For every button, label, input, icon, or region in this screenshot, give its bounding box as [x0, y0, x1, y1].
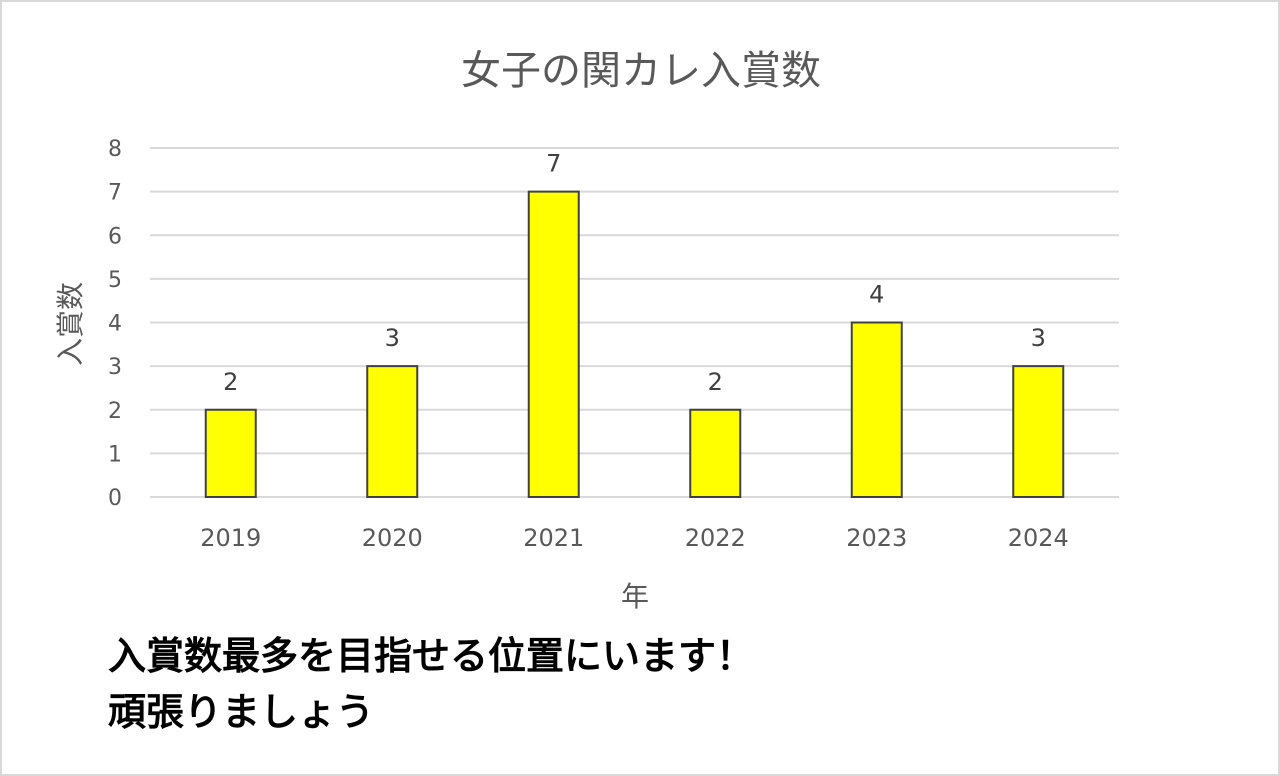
data-label: 2	[708, 368, 723, 396]
y-tick-label: 2	[108, 399, 122, 424]
x-tick-label: 2022	[685, 524, 746, 552]
y-tick-label: 1	[108, 442, 122, 467]
y-tick-label: 4	[108, 312, 122, 337]
y-tick-label: 0	[108, 486, 122, 511]
y-tick-label: 5	[108, 268, 122, 293]
bar-2024	[1012, 365, 1065, 498]
data-label: 7	[546, 150, 561, 178]
y-tick-label: 6	[108, 224, 122, 249]
bar-2019	[204, 408, 257, 498]
bars	[204, 190, 1065, 498]
y-tick-label: 8	[108, 137, 122, 162]
data-label: 3	[385, 324, 400, 352]
caption-line-2: 頑張りましょう	[108, 690, 375, 734]
x-tick-labels: 2019 2020 2021 2022 2023 2024	[200, 524, 1069, 552]
caption-line-1: 入賞数最多を目指せる位置にいます！	[108, 634, 755, 678]
x-tick-label: 2024	[1008, 524, 1069, 552]
y-tick-label: 3	[108, 355, 122, 380]
x-axis-title: 年	[621, 580, 649, 613]
gridlines	[150, 147, 1119, 498]
data-label: 4	[869, 281, 884, 309]
bar-2021	[527, 190, 580, 498]
x-tick-label: 2023	[846, 524, 907, 552]
x-tick-label: 2019	[200, 524, 261, 552]
data-labels: 2 3 7 2 4 3	[223, 150, 1046, 396]
data-label: 3	[1031, 324, 1046, 352]
caption: 入賞数最多を目指せる位置にいます！ 頑張りましょう	[108, 628, 754, 740]
bar-2020	[366, 365, 419, 498]
bar-2022	[689, 408, 742, 498]
data-label: 2	[223, 368, 238, 396]
x-tick-label: 2021	[523, 524, 584, 552]
y-tick-label: 7	[108, 181, 122, 206]
y-axis-title: 入賞数	[54, 282, 87, 366]
chart-title: 女子の関カレ入賞数	[461, 48, 821, 94]
y-tick-labels: 0 1 2 3 4 5 6 7 8	[108, 137, 122, 511]
bar-2023	[850, 321, 903, 498]
x-tick-label: 2020	[362, 524, 423, 552]
